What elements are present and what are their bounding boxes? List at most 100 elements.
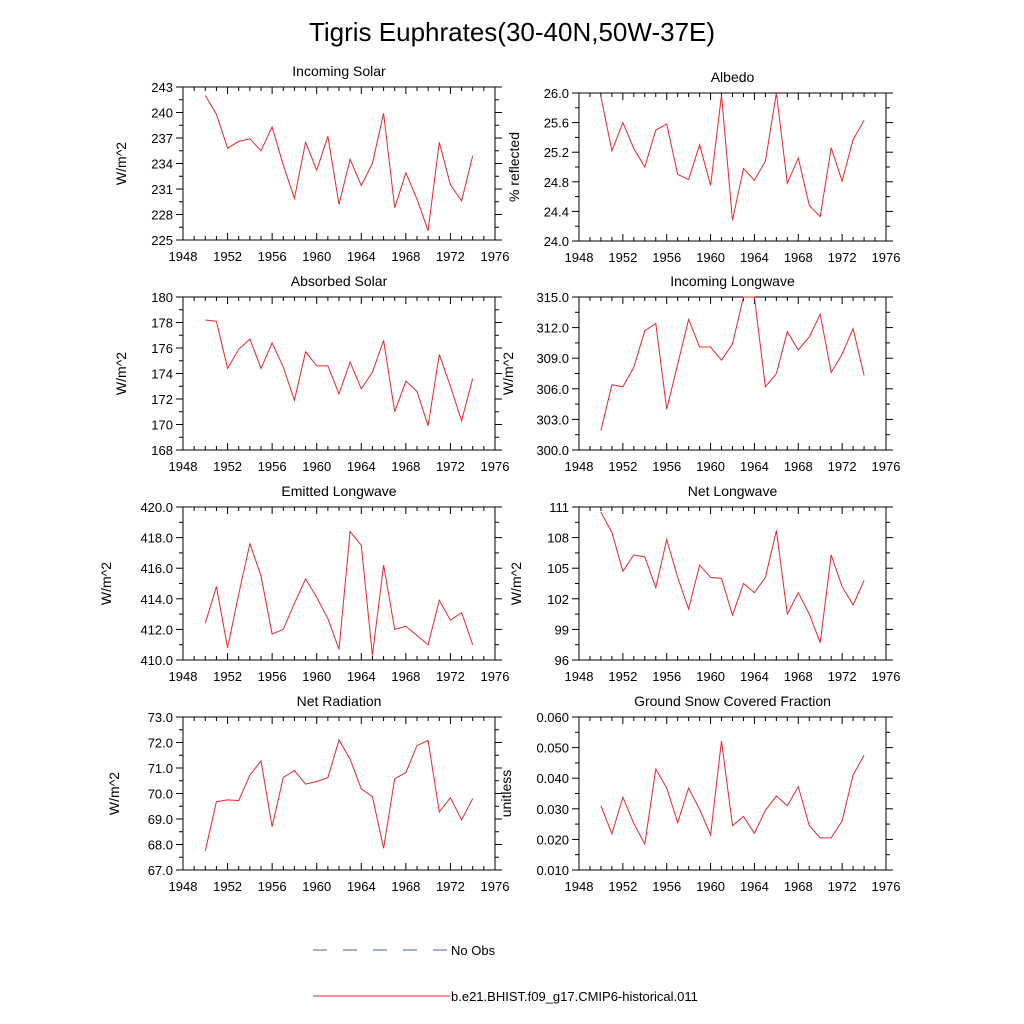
- x-tick-label: 1964: [740, 669, 769, 684]
- y-tick-label: 24.4: [544, 204, 569, 219]
- y-tick-label: 0.050: [536, 741, 569, 756]
- x-tick-label: 1956: [258, 669, 287, 684]
- y-tick-label: 240: [151, 106, 173, 121]
- x-tick-label: 1960: [696, 669, 725, 684]
- y-tick-label: 172: [151, 392, 173, 407]
- x-tick-label: 1972: [828, 250, 857, 265]
- y-tick-label: 0.010: [536, 863, 569, 878]
- x-tick-label: 1964: [347, 669, 376, 684]
- series-line: [205, 319, 474, 426]
- x-tick-label: 1952: [608, 669, 637, 684]
- y-tick-label: 25.2: [544, 145, 569, 160]
- x-tick-label: 1968: [391, 669, 420, 684]
- series-line: [204, 95, 474, 231]
- series-line: [600, 511, 865, 643]
- x-tick-label: 1972: [436, 249, 465, 264]
- plot-frame: [578, 506, 887, 661]
- y-tick-label: 105: [547, 561, 569, 576]
- y-tick-label: 102: [547, 592, 569, 607]
- panels: Incoming Solar W/m^2 1948 1952 1956 1960 1964 1…: [98, 63, 900, 894]
- figure-title: Tigris Euphrates(30-40N,50W-37E): [309, 17, 715, 47]
- y-tick-label: 300.0: [536, 443, 569, 458]
- y-tick-label: 237: [151, 131, 173, 146]
- y-tick-label: 71.0: [148, 761, 173, 776]
- x-tick-label: 1960: [302, 459, 331, 474]
- chart-panel: Net Longwave W/m^2 1948 1952 1956 1960 1964 196…: [508, 483, 900, 684]
- y-tick-label: 174: [151, 367, 173, 382]
- x-tick-label: 1960: [302, 879, 331, 894]
- series-line: [600, 296, 865, 431]
- legend: No Obs b.e21.BHIST.f09_g17.CMIP6-histori…: [313, 943, 698, 1004]
- chart-title: Albedo: [711, 69, 755, 85]
- plot-frame: [578, 296, 887, 451]
- y-axis-label: % reflected: [506, 132, 522, 202]
- y-axis-label: W/m^2: [508, 562, 524, 605]
- y-tick-label: 412.0: [140, 622, 173, 637]
- x-tick-label: 1976: [481, 669, 510, 684]
- x-tick-label: 1960: [302, 249, 331, 264]
- x-tick-label: 1956: [652, 459, 681, 474]
- x-tick-label: 1968: [784, 250, 813, 265]
- x-tick-label: 1976: [872, 459, 901, 474]
- chart-panel: Ground Snow Covered Fraction unitless 1948…: [498, 693, 900, 894]
- x-tick-label: 1976: [481, 459, 510, 474]
- x-tick-label: 1976: [872, 879, 901, 894]
- y-tick-label: 69.0: [148, 812, 173, 827]
- y-tick-label: 228: [151, 208, 173, 223]
- x-tick-label: 1964: [347, 879, 376, 894]
- y-tick-label: 0.060: [536, 710, 569, 725]
- x-tick-label: 1964: [347, 249, 376, 264]
- y-tick-label: 99: [555, 622, 569, 637]
- x-tick-label: 1960: [302, 669, 331, 684]
- y-tick-label: 170: [151, 418, 173, 433]
- y-tick-label: 225: [151, 233, 173, 248]
- x-tick-label: 1976: [872, 669, 901, 684]
- x-tick-label: 1948: [169, 249, 198, 264]
- x-tick-label: 1968: [784, 879, 813, 894]
- chart-title: Net Radiation: [297, 693, 382, 709]
- legend-no-obs-label: No Obs: [451, 943, 496, 958]
- y-tick-label: 24.8: [544, 175, 569, 190]
- plot-frame: [182, 296, 496, 451]
- plot-frame: [182, 86, 496, 241]
- x-tick-label: 1976: [872, 250, 901, 265]
- x-tick-label: 1956: [652, 669, 681, 684]
- y-axis-label: unitless: [498, 770, 514, 817]
- x-tick-label: 1960: [696, 250, 725, 265]
- chart-panel: Emitted Longwave W/m^2 1948 1952 1956 1960 196…: [98, 483, 509, 684]
- y-tick-label: 111: [549, 500, 569, 515]
- y-tick-label: 180: [151, 290, 173, 305]
- chart-title: Emitted Longwave: [281, 483, 396, 499]
- y-tick-label: 315.0: [536, 290, 569, 305]
- x-tick-label: 1952: [608, 459, 637, 474]
- y-tick-label: 231: [151, 182, 173, 197]
- x-tick-label: 1948: [565, 669, 594, 684]
- y-tick-label: 0.040: [536, 771, 569, 786]
- y-tick-label: 306.0: [536, 382, 569, 397]
- x-tick-label: 1960: [696, 459, 725, 474]
- x-tick-label: 1956: [652, 879, 681, 894]
- x-tick-label: 1948: [169, 459, 198, 474]
- y-tick-label: 68.0: [148, 838, 173, 853]
- x-tick-label: 1976: [481, 249, 510, 264]
- x-tick-label: 1952: [213, 879, 242, 894]
- x-tick-label: 1952: [213, 669, 242, 684]
- y-tick-label: 168: [151, 443, 173, 458]
- x-tick-label: 1968: [784, 459, 813, 474]
- series-line: [204, 738, 474, 852]
- plot-frame: [578, 716, 887, 871]
- x-tick-label: 1952: [213, 459, 242, 474]
- x-tick-label: 1972: [436, 669, 465, 684]
- x-tick-label: 1956: [258, 459, 287, 474]
- x-tick-label: 1972: [828, 459, 857, 474]
- y-tick-label: 73.0: [148, 710, 173, 725]
- y-tick-label: 70.0: [148, 787, 173, 802]
- x-tick-label: 1964: [347, 459, 376, 474]
- y-tick-label: 418.0: [140, 531, 173, 546]
- y-axis-label: W/m^2: [98, 562, 114, 605]
- x-tick-label: 1948: [169, 669, 198, 684]
- x-tick-label: 1956: [258, 879, 287, 894]
- x-tick-label: 1964: [740, 879, 769, 894]
- x-tick-label: 1952: [213, 249, 242, 264]
